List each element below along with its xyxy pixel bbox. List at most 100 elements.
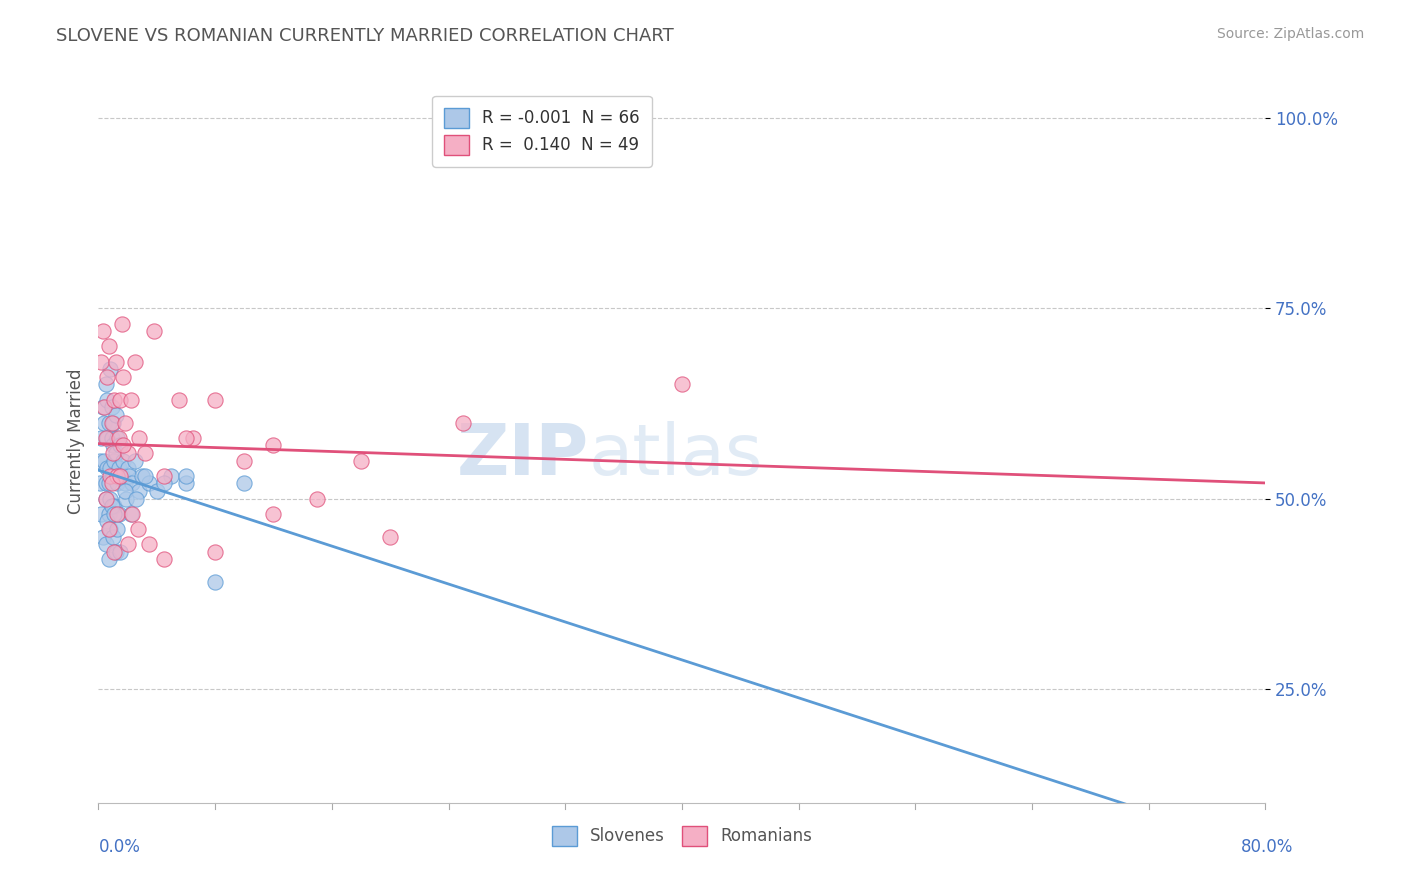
Point bbox=[91, 324, 114, 338]
Point bbox=[105, 431, 128, 445]
Point bbox=[117, 446, 139, 460]
Point bbox=[111, 468, 134, 483]
Point bbox=[263, 438, 285, 452]
Point bbox=[98, 468, 121, 483]
Point bbox=[114, 476, 136, 491]
Point bbox=[100, 431, 122, 445]
Point bbox=[90, 354, 112, 368]
Point bbox=[134, 468, 156, 483]
Point bbox=[93, 401, 115, 415]
Point bbox=[103, 545, 125, 559]
Point bbox=[671, 377, 693, 392]
Point bbox=[110, 392, 132, 407]
Point bbox=[100, 476, 122, 491]
Point bbox=[101, 530, 124, 544]
Point bbox=[174, 431, 197, 445]
Point bbox=[103, 453, 125, 467]
Point bbox=[101, 468, 124, 483]
Point bbox=[160, 468, 183, 483]
Point bbox=[98, 362, 121, 376]
Point bbox=[153, 468, 176, 483]
Legend: Slovenes, Romanians: Slovenes, Romanians bbox=[538, 813, 825, 860]
Point bbox=[97, 339, 120, 353]
Point bbox=[104, 545, 127, 559]
Point bbox=[94, 491, 117, 506]
Point bbox=[153, 476, 176, 491]
Point bbox=[138, 476, 160, 491]
Point bbox=[100, 401, 122, 415]
Point bbox=[110, 438, 132, 452]
Point bbox=[134, 446, 156, 460]
Point bbox=[93, 453, 115, 467]
Point bbox=[174, 476, 197, 491]
Point bbox=[131, 468, 153, 483]
Point bbox=[91, 530, 114, 544]
Point bbox=[94, 537, 117, 551]
Point bbox=[128, 483, 150, 498]
Point bbox=[101, 416, 124, 430]
Point bbox=[451, 416, 474, 430]
Point bbox=[105, 468, 128, 483]
Point bbox=[97, 522, 120, 536]
Point bbox=[100, 416, 122, 430]
Point bbox=[233, 476, 256, 491]
Point bbox=[108, 431, 131, 445]
Text: ZIP: ZIP bbox=[457, 422, 589, 491]
Point bbox=[89, 476, 111, 491]
Point bbox=[90, 431, 112, 445]
Point bbox=[112, 438, 135, 452]
Point bbox=[110, 545, 132, 559]
Point bbox=[263, 507, 285, 521]
Point bbox=[94, 431, 117, 445]
Point bbox=[124, 453, 146, 467]
Point bbox=[112, 453, 135, 467]
Point bbox=[118, 468, 141, 483]
Point bbox=[98, 461, 121, 475]
Text: 80.0%: 80.0% bbox=[1241, 838, 1294, 856]
Point bbox=[91, 401, 114, 415]
Point bbox=[100, 499, 122, 513]
Point bbox=[96, 370, 118, 384]
Point bbox=[114, 483, 136, 498]
Point bbox=[153, 552, 176, 566]
Point bbox=[138, 537, 160, 551]
Point bbox=[128, 431, 150, 445]
Point bbox=[111, 317, 134, 331]
Point bbox=[90, 507, 112, 521]
Point bbox=[97, 507, 120, 521]
Point bbox=[204, 575, 226, 590]
Point bbox=[117, 461, 139, 475]
Point bbox=[117, 537, 139, 551]
Point bbox=[98, 522, 121, 536]
Point bbox=[127, 522, 149, 536]
Text: SLOVENE VS ROMANIAN CURRENTLY MARRIED CORRELATION CHART: SLOVENE VS ROMANIAN CURRENTLY MARRIED CO… bbox=[56, 27, 673, 45]
Point bbox=[181, 431, 204, 445]
Point bbox=[101, 446, 124, 460]
Point bbox=[108, 461, 131, 475]
Point bbox=[105, 522, 128, 536]
Point bbox=[105, 507, 128, 521]
Point bbox=[94, 476, 117, 491]
Point bbox=[121, 476, 143, 491]
Point bbox=[96, 515, 118, 529]
Point bbox=[96, 461, 118, 475]
Point bbox=[204, 545, 226, 559]
Point bbox=[120, 392, 142, 407]
Point bbox=[142, 324, 165, 338]
Point bbox=[97, 552, 120, 566]
Point bbox=[104, 446, 127, 460]
Point bbox=[124, 354, 146, 368]
Text: atlas: atlas bbox=[589, 422, 763, 491]
Point bbox=[121, 507, 143, 521]
Point bbox=[112, 370, 135, 384]
Point bbox=[94, 377, 117, 392]
Point bbox=[104, 408, 127, 422]
Point bbox=[167, 392, 190, 407]
Point bbox=[93, 416, 115, 430]
Point bbox=[204, 392, 226, 407]
Point bbox=[146, 483, 169, 498]
Point bbox=[174, 468, 197, 483]
Point bbox=[380, 530, 402, 544]
Point bbox=[96, 392, 118, 407]
Point bbox=[103, 507, 125, 521]
